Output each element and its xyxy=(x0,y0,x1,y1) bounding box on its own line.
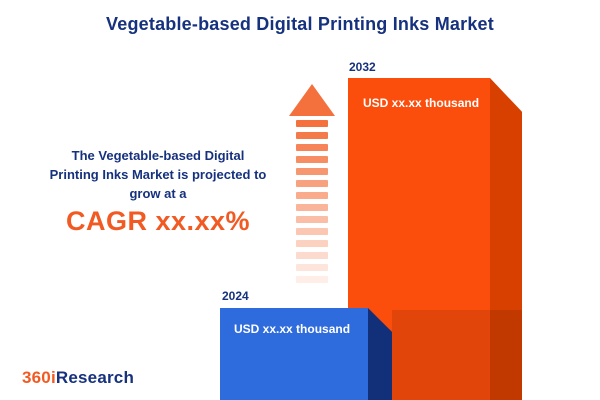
bar-value-label-2032: USD xx.xx thousand xyxy=(363,96,480,110)
tagline-line-2: Printing Inks Market is projected to xyxy=(49,167,267,182)
arrow-stripe xyxy=(296,168,328,175)
bar-2032-shadow-region xyxy=(392,310,522,400)
arrow-stripe xyxy=(296,156,328,163)
arrow-stripe xyxy=(296,144,328,151)
bar-year-label-2032: 2032 xyxy=(349,60,376,74)
brand-logo-prefix: 360i xyxy=(22,368,56,387)
arrow-stripe xyxy=(296,276,328,283)
bar-value-label-2024: USD xx.xx thousand xyxy=(234,322,351,336)
cagr-value: CAGR xx.xx% xyxy=(65,206,251,236)
page-title: Vegetable-based Digital Printing Inks Ma… xyxy=(106,14,494,34)
arrow-stripe xyxy=(296,240,328,247)
growth-arrow-shaft xyxy=(296,120,328,290)
arrow-stripe xyxy=(296,192,328,199)
arrow-stripe xyxy=(296,228,328,235)
arrow-stripe xyxy=(296,120,328,127)
arrow-stripe xyxy=(296,204,328,211)
arrow-stripe xyxy=(296,216,328,223)
arrow-stripe xyxy=(296,180,328,187)
arrow-stripe xyxy=(296,132,328,139)
bar-year-label-2024: 2024 xyxy=(222,289,249,303)
tagline-block: The Vegetable-based Digital Printing Ink… xyxy=(8,146,308,236)
tagline-line-1: The Vegetable-based Digital xyxy=(71,148,245,163)
arrow-stripe xyxy=(296,264,328,271)
bar-2024 xyxy=(220,308,368,400)
growth-arrow-head-icon xyxy=(289,84,335,116)
brand-logo: 360iResearch xyxy=(22,368,134,388)
arrow-stripe xyxy=(296,252,328,259)
brand-logo-suffix: Research xyxy=(55,368,135,387)
tagline-line-3: grow at a xyxy=(129,186,187,201)
bar-2032-side-face xyxy=(490,78,522,400)
